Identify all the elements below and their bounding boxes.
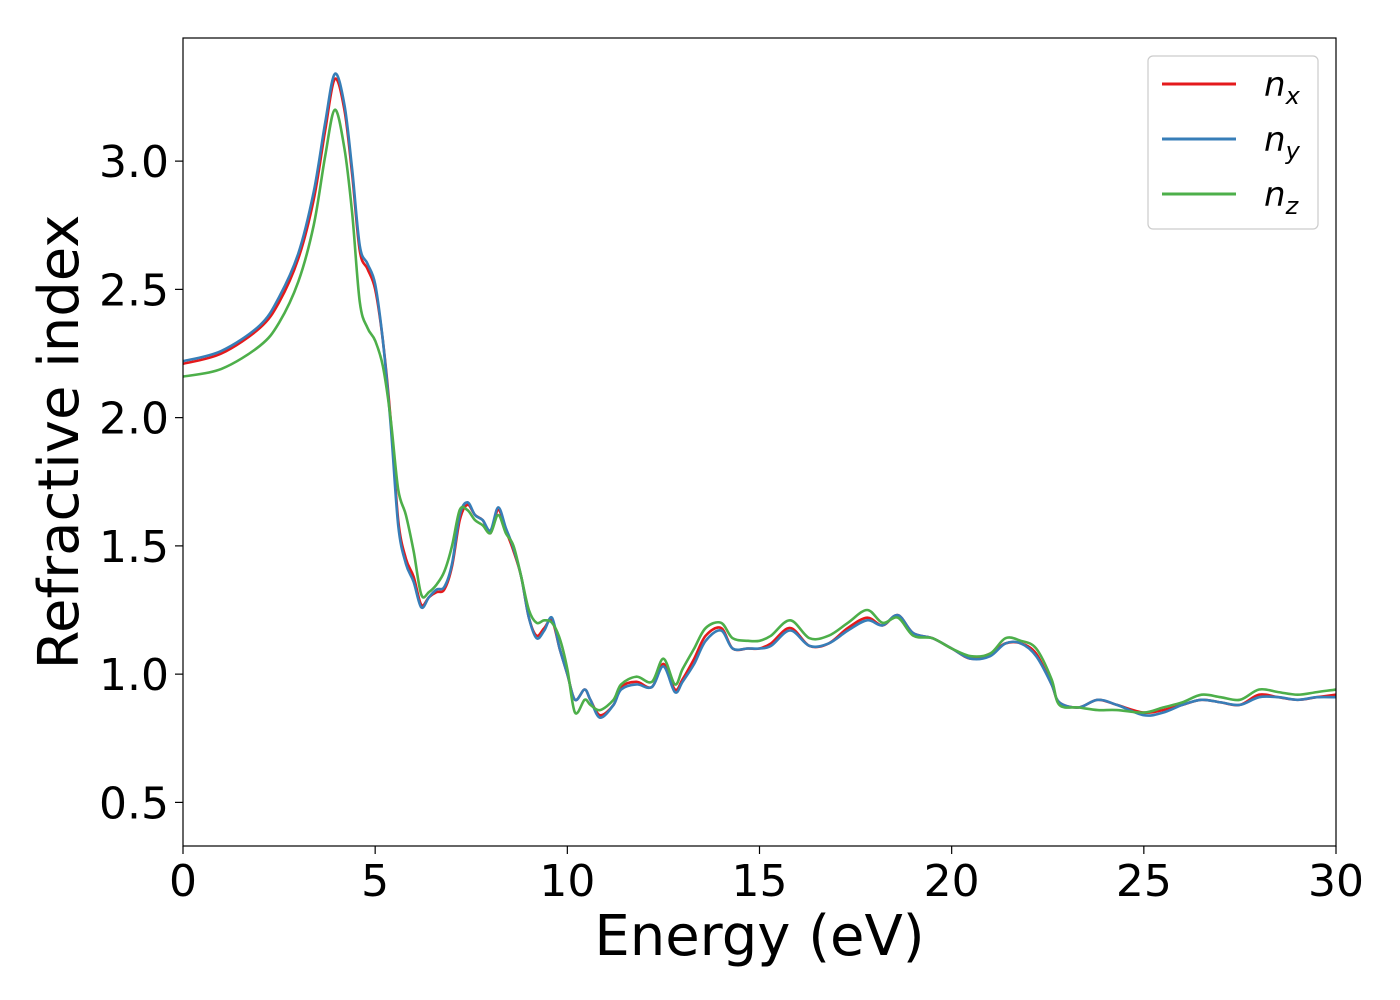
legend-label: nz <box>1264 175 1300 220</box>
y-tick-label: 3.0 <box>99 137 169 188</box>
x-tick-label: 5 <box>361 856 389 907</box>
x-tick-label: 15 <box>732 856 788 907</box>
legend-label-subscript: z <box>1285 192 1300 220</box>
x-axis-ticks: 0 5 10 15 20 25 30 <box>169 846 1364 907</box>
y-tick-label: 2.0 <box>99 394 169 445</box>
y-tick-label: 2.5 <box>99 265 169 316</box>
legend-label-subscript: x <box>1285 82 1301 110</box>
x-axis-label: Energy (eV) <box>594 904 924 969</box>
y-axis-label: Refractive index <box>27 215 92 670</box>
x-tick-label: 20 <box>924 856 980 907</box>
x-tick-label: 10 <box>539 856 595 907</box>
legend-label-base: n <box>1264 175 1286 215</box>
x-tick-label: 30 <box>1308 856 1364 907</box>
y-tick-label: 1.0 <box>99 650 169 701</box>
y-tick-label: 1.5 <box>99 522 169 573</box>
legend-label: ny <box>1264 120 1301 165</box>
series-line-nz <box>183 108 1336 715</box>
legend-label-base: n <box>1264 65 1286 105</box>
y-axis-ticks: 0.5 1.0 1.5 2.0 2.5 3.0 <box>99 137 183 829</box>
y-tick-label: 0.5 <box>99 778 169 829</box>
x-tick-label: 0 <box>169 856 197 907</box>
series-layer <box>183 72 1336 719</box>
legend-label-subscript: y <box>1285 137 1301 165</box>
legend-label: nx <box>1264 65 1301 110</box>
legend-label-base: n <box>1264 120 1286 160</box>
legend-box <box>1147 55 1319 230</box>
x-tick-label: 25 <box>1116 856 1172 907</box>
